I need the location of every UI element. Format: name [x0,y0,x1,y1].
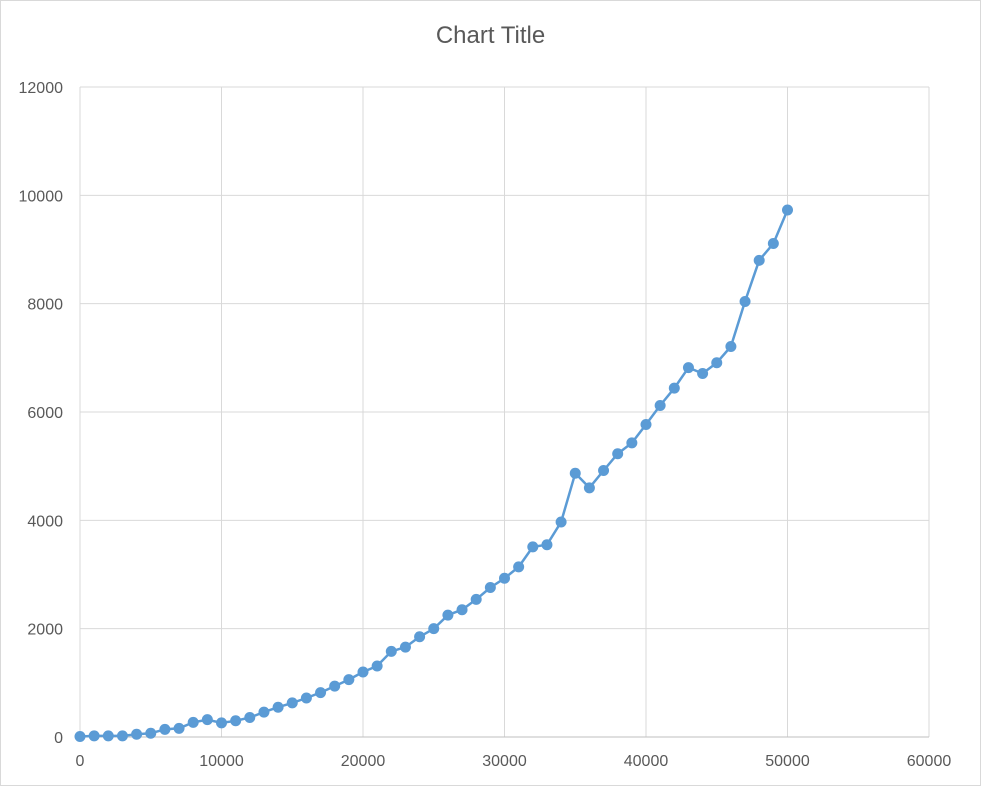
data-point [767,238,779,250]
data-point [782,204,793,216]
data-point [145,727,157,739]
data-point [187,716,199,728]
y-tick-label: 0 [54,730,63,747]
gridlines [80,86,930,737]
data-point [116,730,128,742]
data-point [725,340,737,352]
series-group [74,204,793,742]
y-tick-label: 12000 [19,80,64,97]
axis-lines [79,87,929,738]
data-point [428,623,440,635]
data-point [357,666,369,678]
data-point [315,687,327,699]
data-point [499,572,510,584]
chart-title: Chart Title [435,22,546,49]
data-point [371,660,383,672]
data-point [555,516,567,528]
x-tick-label: 10000 [199,753,244,770]
data-point [159,723,171,735]
x-tick-label: 60000 [907,753,952,770]
data-point [569,467,581,479]
x-tick-label: 20000 [341,753,386,770]
data-point [753,254,765,266]
data-point [399,641,411,653]
y-axis-tick-labels: 0 2000 4000 6000 8000 10000 12000 [19,80,64,747]
data-point [385,645,397,657]
y-tick-label: 2000 [27,622,63,639]
data-point [88,730,100,742]
y-tick-label: 6000 [27,405,63,422]
data-point [286,697,298,709]
data-point [484,582,496,593]
data-point [739,296,751,307]
data-point [654,400,666,411]
data-point [272,701,284,713]
x-tick-label: 0 [76,753,85,770]
data-point [456,604,468,616]
data-point [668,382,680,394]
data-point [626,437,638,449]
x-axis-tick-labels: 0 10000 20000 30000 40000 50000 60000 [76,753,952,770]
y-tick-label: 8000 [27,297,63,314]
data-point [640,418,652,430]
data-point [300,692,312,704]
data-point [74,730,86,742]
data-point [513,561,525,573]
series-line [79,209,789,738]
data-point [682,362,694,374]
x-tick-label: 30000 [482,753,527,770]
data-point [329,680,341,692]
data-point [583,482,595,494]
data-point [102,730,114,742]
data-point [442,609,454,621]
data-point [258,706,270,718]
data-point [414,631,426,643]
x-tick-label: 40000 [624,753,669,770]
data-point [711,357,723,369]
y-tick-label: 4000 [27,513,63,530]
data-point [173,722,185,734]
data-point [230,715,242,727]
data-point [598,465,610,476]
data-point [216,717,227,729]
data-point [201,714,213,726]
data-point [343,674,355,686]
data-point [131,728,143,740]
data-point [541,539,553,551]
x-tick-label: 50000 [765,753,810,770]
y-tick-label: 10000 [19,188,64,205]
data-point [470,593,482,605]
data-point [697,368,709,380]
data-point [612,448,624,460]
data-point [527,541,539,553]
data-point [244,712,256,723]
